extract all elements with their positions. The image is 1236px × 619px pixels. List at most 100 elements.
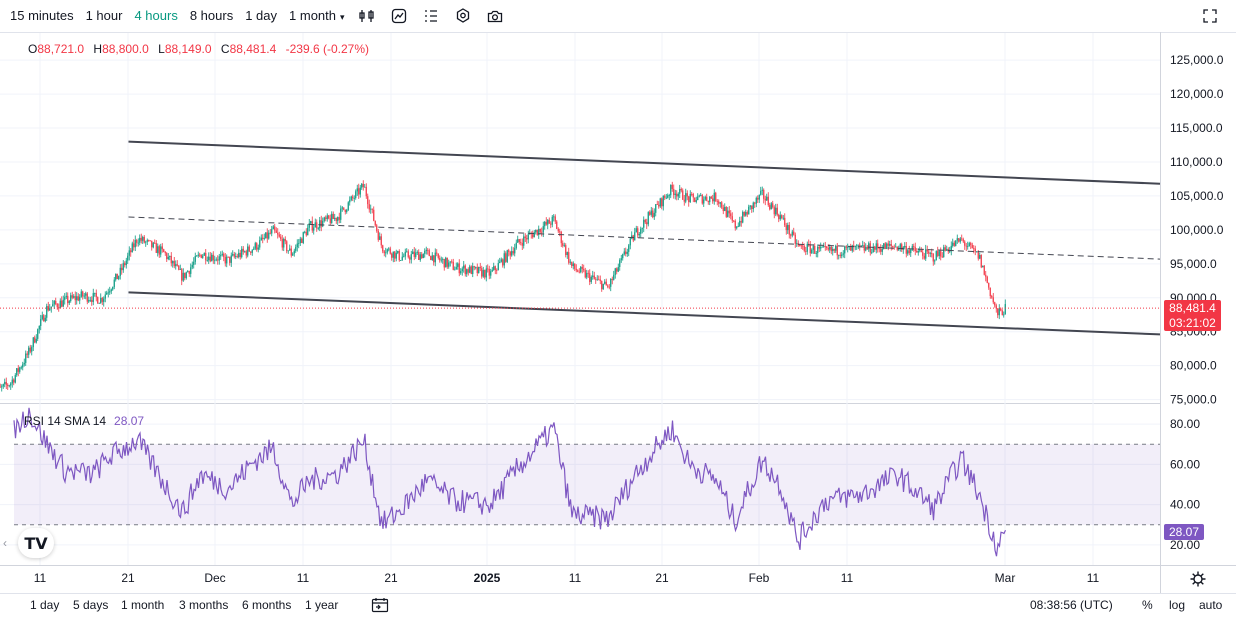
time-tick-label: 11: [297, 571, 310, 585]
candle-body: [254, 243, 256, 249]
rsi-legend[interactable]: RSI 14 SMA 14 28.07: [24, 414, 144, 428]
candle-body: [52, 304, 54, 307]
candle-body: [674, 193, 676, 195]
candle-body: [836, 245, 838, 256]
alert-icon[interactable]: [383, 0, 415, 32]
candle-body: [583, 268, 585, 271]
timeframe-15m[interactable]: 15 minutes: [10, 8, 74, 23]
candle-body: [826, 246, 828, 249]
range-6m[interactable]: 6 months: [242, 598, 292, 612]
timeframe-1d[interactable]: 1 day: [245, 8, 278, 23]
candle-body: [601, 280, 603, 290]
candle-body: [379, 236, 381, 240]
percent-toggle[interactable]: %: [1142, 598, 1153, 612]
candle-body: [569, 261, 571, 263]
candle-body: [490, 271, 492, 276]
candle-body: [544, 221, 546, 227]
gear-icon[interactable]: [1188, 570, 1208, 588]
timeframe-4h[interactable]: 4 hours: [134, 8, 178, 23]
candle-body: [823, 246, 825, 247]
candle-body: [965, 245, 967, 247]
candle-body: [979, 254, 981, 259]
candle-body: [818, 246, 820, 249]
close-value: 88,481.4: [229, 42, 277, 56]
candle-body: [295, 247, 297, 251]
candle-body: [29, 347, 31, 352]
candle-body: [229, 256, 231, 263]
candle-body: [679, 188, 681, 194]
candle-body: [740, 220, 742, 223]
clock[interactable]: 08:38:56 (UTC): [1030, 598, 1113, 612]
candle-body: [4, 381, 6, 385]
candle-body: [178, 265, 180, 270]
candle-body: [725, 206, 727, 217]
chevron-left-icon[interactable]: ‹: [3, 536, 7, 550]
candle-body: [845, 246, 847, 248]
timeframe-8h[interactable]: 8 hours: [189, 8, 234, 23]
candle-body: [1, 386, 3, 388]
candle-body: [340, 208, 342, 220]
candle-body: [571, 261, 573, 266]
candle-body: [850, 246, 852, 251]
candle-body: [659, 198, 661, 207]
candle-body: [148, 240, 150, 241]
candle-body: [211, 254, 213, 262]
candle-body: [290, 248, 292, 256]
calendar-icon[interactable]: [371, 597, 389, 613]
auto-toggle[interactable]: auto: [1199, 598, 1223, 612]
candle-body: [772, 203, 774, 208]
candle-body: [556, 221, 558, 229]
range-1y[interactable]: 1 year: [305, 598, 339, 612]
range-3m[interactable]: 3 months: [179, 598, 229, 612]
indicators-icon[interactable]: [351, 0, 383, 32]
fullscreen-icon[interactable]: [1194, 0, 1226, 32]
candle-body: [424, 251, 426, 254]
candles: [0, 180, 1006, 392]
timeframe-dropdown[interactable]: 1 month ▾: [283, 0, 351, 32]
range-1m[interactable]: 1 month: [121, 598, 165, 612]
candle-body: [223, 253, 225, 258]
compare-icon[interactable]: [415, 0, 447, 32]
channel-lines[interactable]: [128, 140, 1161, 336]
time-tick-label: 21: [121, 571, 135, 585]
candle-body: [782, 217, 784, 219]
candle-body: [955, 240, 957, 246]
range-1d[interactable]: 1 day: [30, 598, 60, 612]
rsi-value: 28.07: [114, 414, 145, 428]
candle-body: [319, 220, 321, 229]
candle-body: [331, 213, 333, 224]
settings-icon[interactable]: [447, 0, 479, 32]
candle-body: [383, 251, 385, 254]
tradingview-logo-icon[interactable]: TV: [18, 528, 54, 558]
timeframe-1h[interactable]: 1 hour: [85, 8, 123, 23]
candle-body: [980, 254, 982, 268]
ohlc-legend: O88,721.0 H88,800.0 L88,149.0 C88,481.4 …: [28, 42, 375, 56]
candle-body: [491, 269, 493, 272]
candle-body: [874, 246, 876, 250]
candle-body: [959, 238, 961, 242]
candle-body: [227, 256, 229, 258]
candle-body: [67, 295, 69, 304]
candle-body: [5, 381, 7, 385]
snapshot-icon[interactable]: [479, 0, 511, 32]
candle-body: [611, 278, 613, 280]
candle-body: [277, 232, 279, 235]
price-tick-label: 80,000.0: [1170, 359, 1217, 373]
candle-body: [407, 251, 409, 258]
candle-body: [508, 250, 510, 252]
range-5d[interactable]: 5 days: [73, 598, 109, 612]
candle-body: [163, 249, 165, 253]
candle-body: [347, 202, 349, 210]
candle-body: [460, 271, 462, 274]
candle-body: [217, 259, 219, 261]
candle-body: [821, 246, 823, 248]
candle-body: [842, 253, 844, 255]
candle-body: [766, 196, 768, 201]
log-toggle[interactable]: log: [1169, 598, 1186, 612]
candle-body: [427, 249, 429, 251]
candle-body: [929, 253, 931, 254]
candle-body: [175, 264, 177, 267]
candle-body: [662, 195, 664, 207]
candle-body: [886, 243, 888, 250]
